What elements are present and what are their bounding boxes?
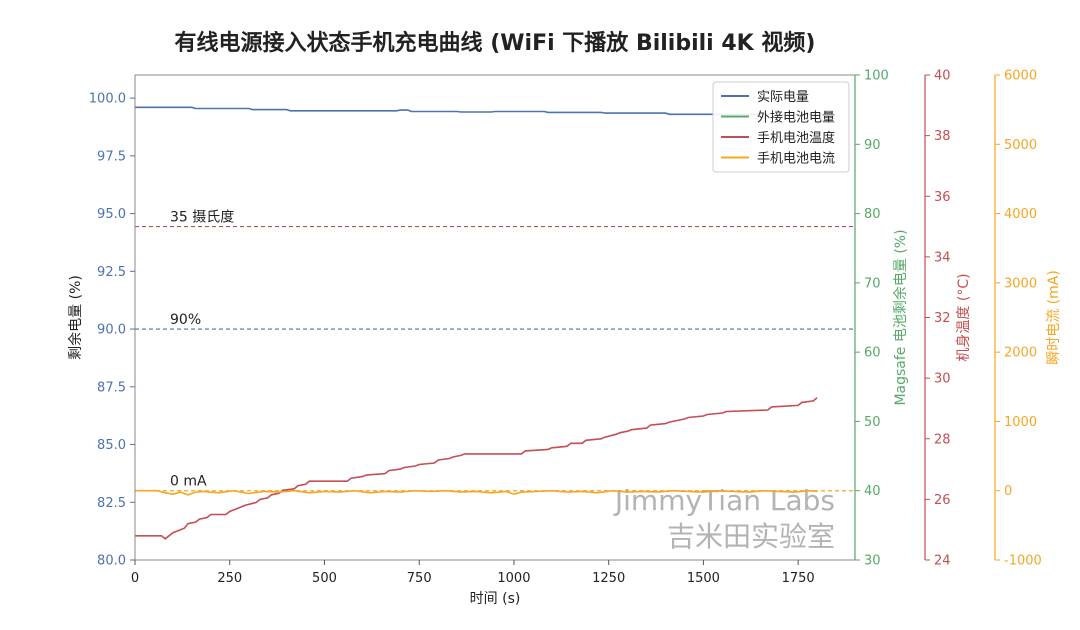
y3-tick-label: 26 xyxy=(934,493,951,508)
axes: 0 250 500 750 1000 1250 1500 175080.082.585.087… xyxy=(67,69,1062,587)
y1-tick-label: 87.5 xyxy=(97,380,126,395)
y2-tick-label: 90 xyxy=(864,138,881,153)
series-line-3 xyxy=(135,397,818,540)
legend-label: 外接电池电量 xyxy=(757,110,835,126)
legend-label: 实际电量 xyxy=(757,90,809,105)
y3-tick-label: 32 xyxy=(934,311,951,326)
y2-tick-label: 70 xyxy=(864,276,881,291)
y1-tick-label: 90.0 xyxy=(97,323,126,338)
y3-tick-label: 40 xyxy=(934,69,951,84)
y4-tick-label: 0 xyxy=(1004,484,1012,499)
watermark-line-1: JimmyTian Labs xyxy=(613,484,835,517)
y2-tick-label: 50 xyxy=(864,415,881,430)
y2-tick-label: 80 xyxy=(864,207,881,222)
y3-tick-label: 38 xyxy=(934,129,951,144)
y1-axis-label: 剩余电量 (%) xyxy=(67,275,84,360)
y4-axis-label: 瞬时电流 (mA) xyxy=(1046,270,1062,365)
y3-tick-label: 30 xyxy=(934,372,951,387)
y4-tick-label: 3000 xyxy=(1004,276,1037,291)
y4-tick-label: 6000 xyxy=(1004,69,1037,84)
y1-tick-label: 100.0 xyxy=(89,92,126,107)
y3-tick-label: 28 xyxy=(934,432,951,447)
legend-label: 手机电池温度 xyxy=(757,130,835,146)
y1-tick-label: 80.0 xyxy=(97,554,126,569)
y3-tick-label: 24 xyxy=(934,554,951,569)
watermark-line-2: 吉米田实验室 xyxy=(667,520,835,553)
x-axis-label: 时间 (s) xyxy=(470,591,521,607)
x-tick-label: 0 xyxy=(131,571,139,586)
reference-line-label: 35 摄氏度 xyxy=(170,210,234,226)
y4-tick-label: 1000 xyxy=(1004,415,1037,430)
x-tick-label: 500 xyxy=(312,571,337,586)
y1-tick-label: 85.0 xyxy=(97,438,126,453)
y1-tick-label: 92.5 xyxy=(97,265,126,280)
x-tick-label: 1500 xyxy=(687,571,720,586)
series-line-1 xyxy=(135,106,818,116)
y2-tick-label: 100 xyxy=(864,69,889,84)
y4-tick-label: -1000 xyxy=(1004,554,1042,569)
y4-tick-label: 2000 xyxy=(1004,346,1037,361)
y1-tick-label: 82.5 xyxy=(97,496,126,511)
x-tick-label: 1000 xyxy=(497,571,530,586)
x-tick-label: 1750 xyxy=(782,571,815,586)
y3-axis-label: 机身温度 (°C) xyxy=(956,273,972,361)
reference-line-label: 0 mA xyxy=(170,474,207,490)
reference-line-label: 90% xyxy=(170,312,201,328)
y3-tick-label: 34 xyxy=(934,250,951,265)
x-tick-label: 750 xyxy=(407,571,432,586)
y4-tick-label: 4000 xyxy=(1004,207,1037,222)
y1-tick-label: 97.5 xyxy=(97,149,126,164)
y3-tick-label: 36 xyxy=(934,190,951,205)
y1-tick-label: 95.0 xyxy=(97,207,126,222)
y4-tick-label: 5000 xyxy=(1004,138,1037,153)
legend-label: 手机电池电流 xyxy=(757,152,835,167)
y2-tick-label: 60 xyxy=(864,346,881,361)
plot-area: 90% 35 摄氏度 0 mA xyxy=(135,106,855,540)
y2-tick-label: 40 xyxy=(864,484,881,499)
y2-tick-label: 30 xyxy=(864,554,881,569)
y2-axis-label: Magsafe 电池剩余电量 (%) xyxy=(892,229,909,405)
chart-title: 有线电源接入状态手机充电曲线 (WiFi 下播放 Bilibili 4K 视频) xyxy=(175,30,816,56)
series-line-4 xyxy=(135,489,818,496)
x-tick-label: 1250 xyxy=(592,571,625,586)
x-tick-label: 250 xyxy=(217,571,242,586)
legend-box xyxy=(712,81,850,173)
